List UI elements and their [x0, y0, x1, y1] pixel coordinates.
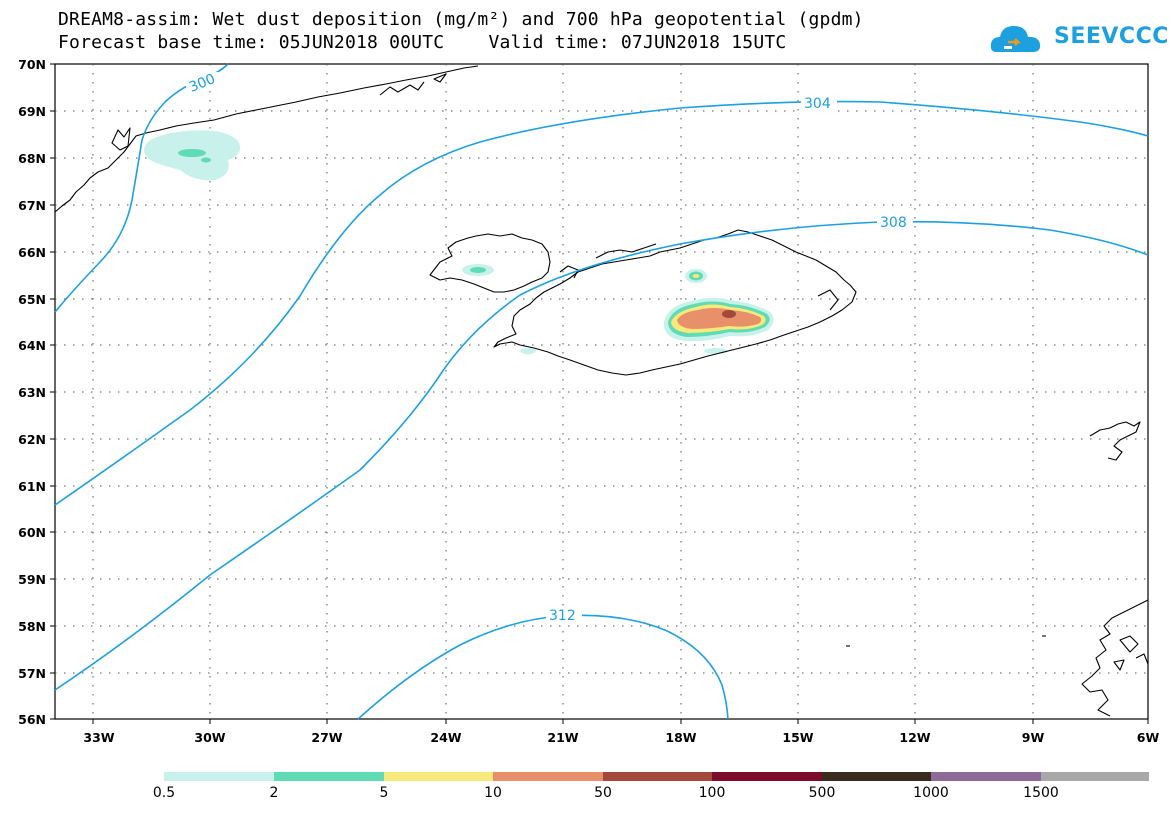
colorbar-label: 2: [270, 785, 279, 801]
chart-subtitle: Forecast base time: 05JUN2018 00UTC Vali…: [58, 32, 787, 53]
lat-label: 56N: [18, 712, 46, 727]
deposition-area-greenland-inner: [178, 149, 206, 157]
colorbar-segment: [1041, 772, 1149, 781]
lon-label: 6W: [1137, 730, 1160, 745]
colorbar-label: 10: [484, 785, 502, 801]
chart-title: DREAM8-assim: Wet dust deposition (mg/m²…: [58, 9, 864, 30]
isoline-labels: 300 304 308 312: [186, 71, 913, 624]
isoline-label: 304: [804, 96, 831, 112]
colorbar-segment: [712, 772, 822, 781]
lat-label: 70N: [18, 57, 46, 72]
colorbar-segment: [822, 772, 931, 781]
lon-label: 27W: [311, 730, 342, 745]
lat-label: 59N: [18, 572, 46, 587]
isoline-304: [54, 100, 1149, 506]
coastline-iceland: [493, 229, 857, 376]
colorbar: [164, 772, 1149, 781]
isoline-312: [357, 614, 729, 720]
lat-label: 65N: [18, 292, 46, 307]
lon-label: 15W: [782, 730, 813, 745]
colorbar-segment: [384, 772, 493, 781]
coastline-greenland: [54, 65, 479, 213]
lon-label: 30W: [194, 730, 225, 745]
isoline-label: 312: [549, 608, 576, 624]
colorbar-label: 100: [699, 785, 726, 801]
colorbar-segment: [493, 772, 603, 781]
colorbar-segment: [603, 772, 712, 781]
dust-deposition-areas: [144, 130, 774, 354]
isoline-label: 308: [880, 215, 907, 231]
cloud-icon: [990, 26, 1041, 52]
colorbar-label: 1500: [1023, 785, 1059, 801]
lat-label: 63N: [18, 385, 46, 400]
isoline-308: [54, 220, 1149, 691]
lon-label: 12W: [899, 730, 930, 745]
lat-label: 62N: [18, 432, 46, 447]
lat-label: 66N: [18, 245, 46, 260]
lat-label: 61N: [18, 479, 46, 494]
colorbar-label: 50: [594, 785, 612, 801]
colorbar-segment: [164, 772, 274, 781]
lat-label: 67N: [18, 198, 46, 213]
lon-label: 21W: [547, 730, 578, 745]
colorbar-label: 5: [380, 785, 389, 801]
latitude-labels: 70N 69N 68N 67N 66N 65N 64N 63N 62N 61N …: [18, 57, 46, 727]
lat-label: 64N: [18, 338, 46, 353]
colorbar-label: 500: [809, 785, 836, 801]
logo-text: SEEVCCC: [1054, 24, 1169, 49]
lat-label: 69N: [18, 104, 46, 119]
colorbar-label: 1000: [913, 785, 949, 801]
lat-label: 58N: [18, 619, 46, 634]
lon-label: 33W: [83, 730, 114, 745]
coastlines: [54, 65, 1149, 717]
lon-label: 9W: [1022, 730, 1045, 745]
lat-label: 60N: [18, 525, 46, 540]
lat-label: 68N: [18, 151, 46, 166]
lat-label: 57N: [18, 666, 46, 681]
colorbar-label: 0.5: [153, 785, 175, 801]
coastline-scotland: [1081, 599, 1149, 717]
colorbar-segment: [931, 772, 1041, 781]
geopotential-isolines: [54, 63, 1149, 720]
lon-label: 18W: [665, 730, 696, 745]
colorbar-labels: 0.5 2 5 10 50 100 500 1000 1500: [153, 785, 1059, 801]
colorbar-segment: [274, 772, 384, 781]
coastline-faroe: [1089, 421, 1141, 461]
longitude-labels: 33W 30W 27W 24W 21W 18W 15W 12W 9W 6W: [83, 730, 1159, 745]
lon-label: 24W: [430, 730, 461, 745]
tick-marks: [50, 63, 1149, 724]
